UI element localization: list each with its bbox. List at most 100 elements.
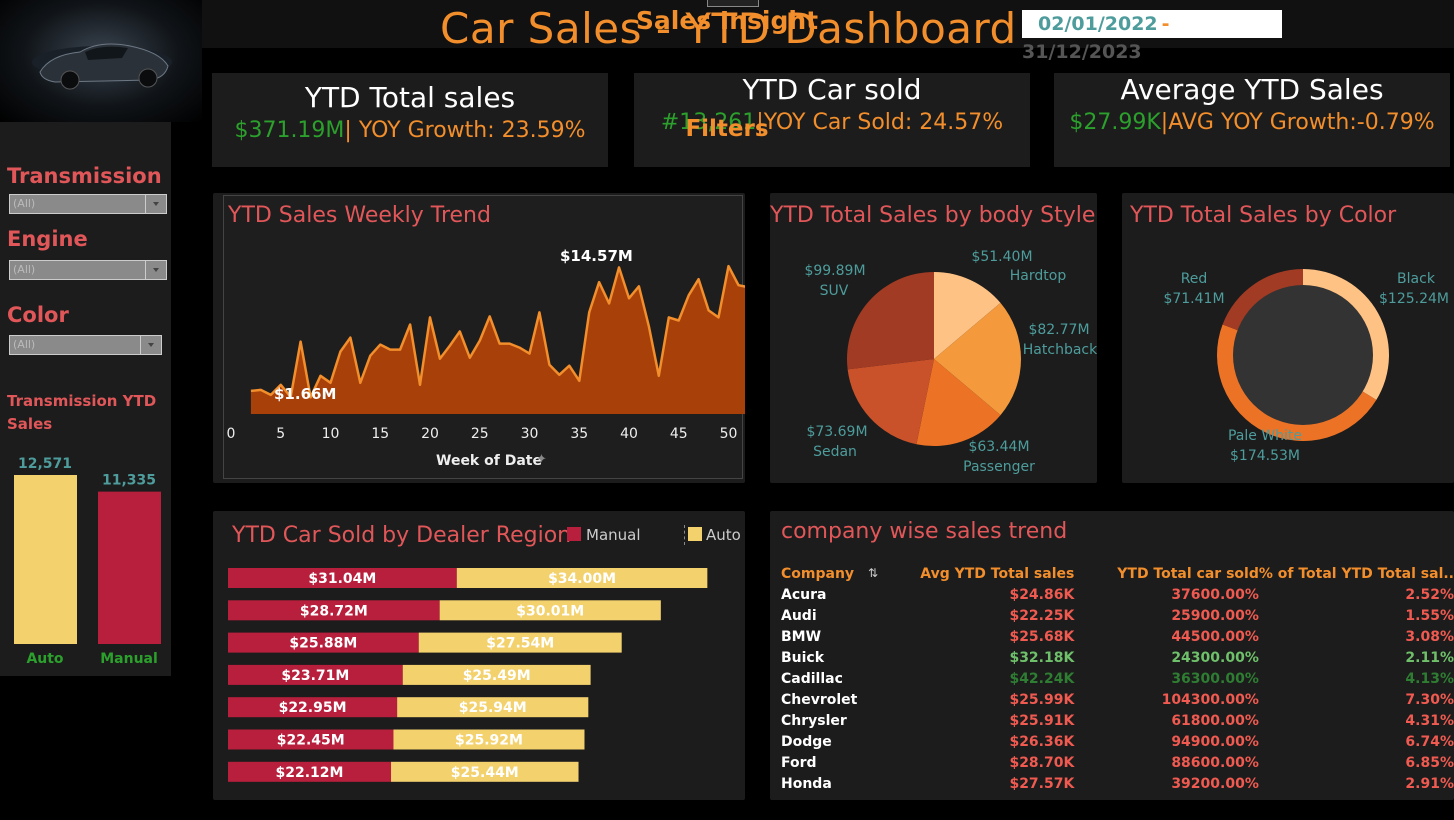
x-tick-label: 35 — [570, 426, 588, 442]
avg-sales-cell: $32.18K — [1009, 649, 1075, 666]
col-header-total-sold[interactable]: YTD Total car sold — [1117, 565, 1259, 582]
page-title: Car Sales - YTD Dashboard — [440, 4, 1017, 53]
pie-category-label: Hardtop — [1010, 268, 1067, 284]
table-row[interactable]: Cadillac $42.24K 36300.00% 4.13% — [781, 668, 1454, 689]
donut-category-label: Red — [1181, 271, 1208, 287]
pie-slice-sedan — [847, 359, 934, 445]
filters-title: Filters — [685, 116, 769, 142]
avg-sales-cell: $26.36K — [1009, 733, 1075, 750]
pie-slice-hardtop — [934, 272, 1001, 359]
weekly-trend-xlabel: Week of Date — [436, 453, 542, 469]
col-header-avg-sales[interactable]: Avg YTD Total sales — [920, 565, 1075, 582]
dropdown-value: (All) — [13, 197, 36, 210]
dealer-region-panel: YTD Car Sold by Dealer Region Manual Aut… — [213, 511, 745, 800]
company-cell: Chevrolet — [781, 691, 858, 708]
table-row[interactable]: BMW $25.68K 44500.00% 3.08% — [781, 626, 1454, 647]
kpi-growth: YOY Growth: 23.59% — [351, 118, 586, 143]
date-range[interactable]: 02/01/2022 -31/12/2023 — [1022, 10, 1282, 63]
donut-category-label: Pale White — [1228, 428, 1302, 444]
table-row[interactable]: Dodge $26.36K 94900.00% 6.74% — [781, 731, 1454, 752]
total-sold-cell: 37600.00% — [1171, 586, 1259, 603]
table-row[interactable]: Acura $24.86K 37600.00% 2.52% — [781, 584, 1454, 605]
x-tick-label: 40 — [620, 426, 638, 442]
bar-label-manual: $22.45M — [277, 733, 345, 749]
bar-segment-auto — [397, 697, 589, 718]
transmission-category-label: Auto — [26, 651, 63, 667]
engine-filter-dropdown[interactable]: (All) — [9, 260, 167, 280]
trend-max-label: $14.57M — [560, 247, 633, 265]
total-sold-cell: 44500.00% — [1171, 628, 1259, 645]
dealer-region-bar-chart[interactable]: $31.04M $34.00M $28.72M $30.01M $25.88M $27.5… — [213, 511, 745, 800]
color-panel: YTD Total Sales by Color Black $125.24M Pa… — [1122, 193, 1454, 483]
dropdown-value: (All) — [13, 338, 36, 351]
body-style-panel: YTD Total Sales by body Style $51.40M Har… — [770, 193, 1097, 483]
trend-line — [250, 264, 745, 399]
car-icon — [32, 43, 172, 90]
chevron-down-icon[interactable] — [145, 261, 166, 279]
avg-sales-cell: $42.24K — [1009, 670, 1075, 687]
collapse-handle[interactable] — [707, 0, 759, 7]
legend-divider — [684, 525, 686, 545]
color-donut-chart[interactable]: Black $125.24M Pale White $174.53M Red $71.41… — [1122, 193, 1454, 483]
kpi-title: Average YTD Sales — [1120, 73, 1384, 106]
bar-label-auto: $25.94M — [459, 700, 527, 716]
col-header-pct-total[interactable]: % of Total YTD Total sal.. — [1258, 565, 1454, 582]
table-row[interactable]: Honda $27.57K 39200.00% 2.91% — [781, 773, 1454, 794]
pie-slice-hatchback — [934, 302, 1021, 416]
legend-label-manual: Manual — [586, 526, 641, 544]
total-sold-cell: 25900.00% — [1171, 607, 1259, 624]
avg-sales-cell: $24.86K — [1009, 586, 1075, 603]
color-filter-dropdown[interactable]: (All) — [9, 335, 162, 355]
company-panel: company wise sales trend — [770, 511, 1454, 800]
trend-min-label: $1.66M — [274, 385, 336, 403]
company-cell: BMW — [781, 628, 822, 645]
pie-value-label: $63.44M — [968, 439, 1029, 455]
table-row[interactable]: Chevrolet $25.99K 104300.00% 7.30% — [781, 689, 1454, 710]
bar-segment-auto — [391, 761, 579, 782]
company-cell: Cadillac — [781, 670, 843, 687]
avg-sales-cell: $25.91K — [1009, 712, 1075, 729]
bar-label-manual: $31.04M — [308, 571, 376, 587]
avg-sales-cell: $25.99K — [1009, 691, 1075, 708]
table-row[interactable]: Chrysler $25.91K 61800.00% 4.31% — [781, 710, 1454, 731]
pct-total-cell: 7.30% — [1405, 691, 1454, 708]
body-style-pie-chart[interactable]: $51.40M Hardtop $82.77M Hatchback $63.44M Pas… — [770, 193, 1097, 483]
pin-icon[interactable]: ✦ — [536, 452, 547, 467]
donut-hole — [1233, 285, 1373, 425]
transmission-filter-dropdown[interactable]: (All) — [9, 194, 167, 214]
table-row[interactable]: Ford $28.70K 88600.00% 6.85% — [781, 752, 1454, 773]
pie-value-label: $99.89M — [804, 263, 865, 279]
table-row[interactable]: Buick $32.18K 24300.00% 2.11% — [781, 647, 1454, 668]
date-to: 31/12/2023 — [1022, 41, 1142, 63]
total-sold-cell: 61800.00% — [1171, 712, 1259, 729]
chevron-down-icon[interactable] — [145, 195, 166, 213]
pie-category-label: Sedan — [813, 444, 857, 460]
bar-segment-auto — [402, 664, 591, 685]
date-from: 02/01/2022 — [1038, 13, 1158, 35]
transmission-value-label: 11,335 — [102, 473, 156, 489]
color-title: YTD Total Sales by Color — [1130, 203, 1397, 228]
legend-swatch-manual — [567, 527, 581, 541]
kpi-average-ytd-sales: Average YTD Sales $27.99K|AVG YOY Growth… — [1054, 73, 1450, 167]
bar-segment-auto — [456, 568, 708, 588]
company-cell: Acura — [781, 586, 827, 603]
sort-icon[interactable]: ⇅ — [868, 566, 879, 580]
pie-category-label: Passenger — [963, 459, 1035, 475]
pct-total-cell: 6.85% — [1405, 754, 1454, 771]
dropdown-value: (All) — [13, 263, 36, 276]
kpi-growth: AVG YOY Growth:-0.79% — [1168, 110, 1435, 135]
table-row[interactable]: Audi $22.25K 25900.00% 1.55% — [781, 605, 1454, 626]
pie-category-label: SUV — [820, 283, 849, 299]
kpi-ytd-total-sales: YTD Total sales $371.19M| YOY Growth: 23… — [212, 73, 608, 167]
pct-total-cell: 2.11% — [1405, 649, 1454, 666]
chevron-down-icon[interactable] — [140, 336, 161, 354]
kpi-value-line: $27.99K|AVG YOY Growth:-0.79% — [1054, 110, 1450, 135]
bar-segment-manual — [228, 632, 419, 653]
col-header-company[interactable]: Company — [781, 565, 855, 582]
weekly-trend-chart[interactable]: 0 5 10 15 20 25 30 35 40 45 50 $1.66M $14.57M — [213, 193, 745, 483]
bar-label-manual: $23.71M — [281, 668, 349, 684]
pct-total-cell: 6.74% — [1405, 733, 1454, 750]
bar-label-manual: $25.88M — [289, 636, 357, 652]
kpi-ytd-car-sold: YTD Car sold #13,261|YOY Car Sold: 24.57… — [634, 73, 1030, 167]
bar-segment-manual — [228, 568, 457, 588]
